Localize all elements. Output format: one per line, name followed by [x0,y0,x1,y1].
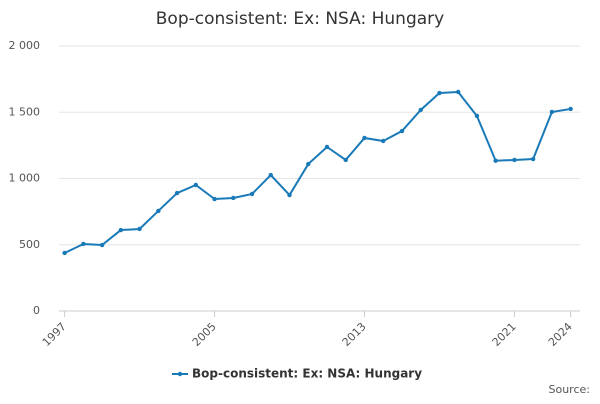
y-tick-label: 1 500 [9,105,41,118]
point [568,106,573,112]
x-tick-label: 2021 [490,320,519,349]
y-tick-label: 2 000 [9,39,41,52]
legend-label[interactable]: Bop-consistent: Ex: NSA: Hungary [192,367,422,381]
point [437,90,442,96]
source: Source: [549,383,591,396]
point [193,182,199,188]
point [118,227,124,233]
point [62,250,67,256]
point [212,196,217,202]
x-tick-label: 1997 [40,320,69,349]
point [493,158,498,163]
point [137,226,142,232]
point [99,242,105,248]
x-tick-label: 2013 [340,320,369,349]
y-tick-label: 1 000 [9,172,41,185]
point [549,109,555,115]
point [455,89,461,95]
point [249,191,255,197]
point [418,107,423,113]
point [343,157,348,163]
point [362,135,367,141]
chart-title: Bop-consistent: Ex: NSA: Hungary [156,9,444,29]
point [512,157,517,163]
y-tick-label: 0 [33,304,40,317]
point [306,161,311,167]
point [381,138,386,144]
point [231,195,236,201]
point [287,192,292,198]
y-tick-label: 500 [19,238,40,251]
point [174,190,180,196]
legend-marker [177,371,183,377]
point [530,156,536,162]
point [474,113,480,119]
point [324,144,330,150]
x-tick-label: 2005 [190,320,219,349]
point [399,128,405,134]
series-line [64,90,571,254]
x-tick-label: 2024 [546,320,575,349]
point [268,172,273,178]
point [156,208,161,214]
point [81,241,86,247]
